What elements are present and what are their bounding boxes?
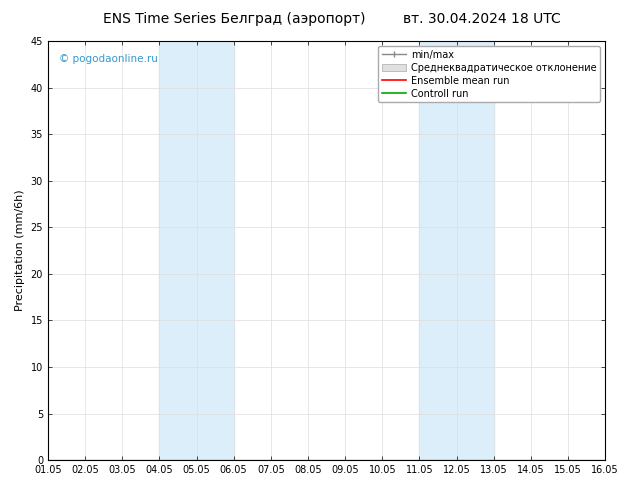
Bar xyxy=(420,41,494,460)
Y-axis label: Precipitation (mm/6h): Precipitation (mm/6h) xyxy=(15,190,25,312)
Text: вт. 30.04.2024 18 UTC: вт. 30.04.2024 18 UTC xyxy=(403,12,560,26)
Text: ENS Time Series Белград (аэропорт): ENS Time Series Белград (аэропорт) xyxy=(103,12,366,26)
Bar xyxy=(159,41,234,460)
Legend: min/max, Среднеквадратическое отклонение, Ensemble mean run, Controll run: min/max, Среднеквадратическое отклонение… xyxy=(378,46,600,102)
Text: © pogodaonline.ru: © pogodaonline.ru xyxy=(59,53,158,64)
